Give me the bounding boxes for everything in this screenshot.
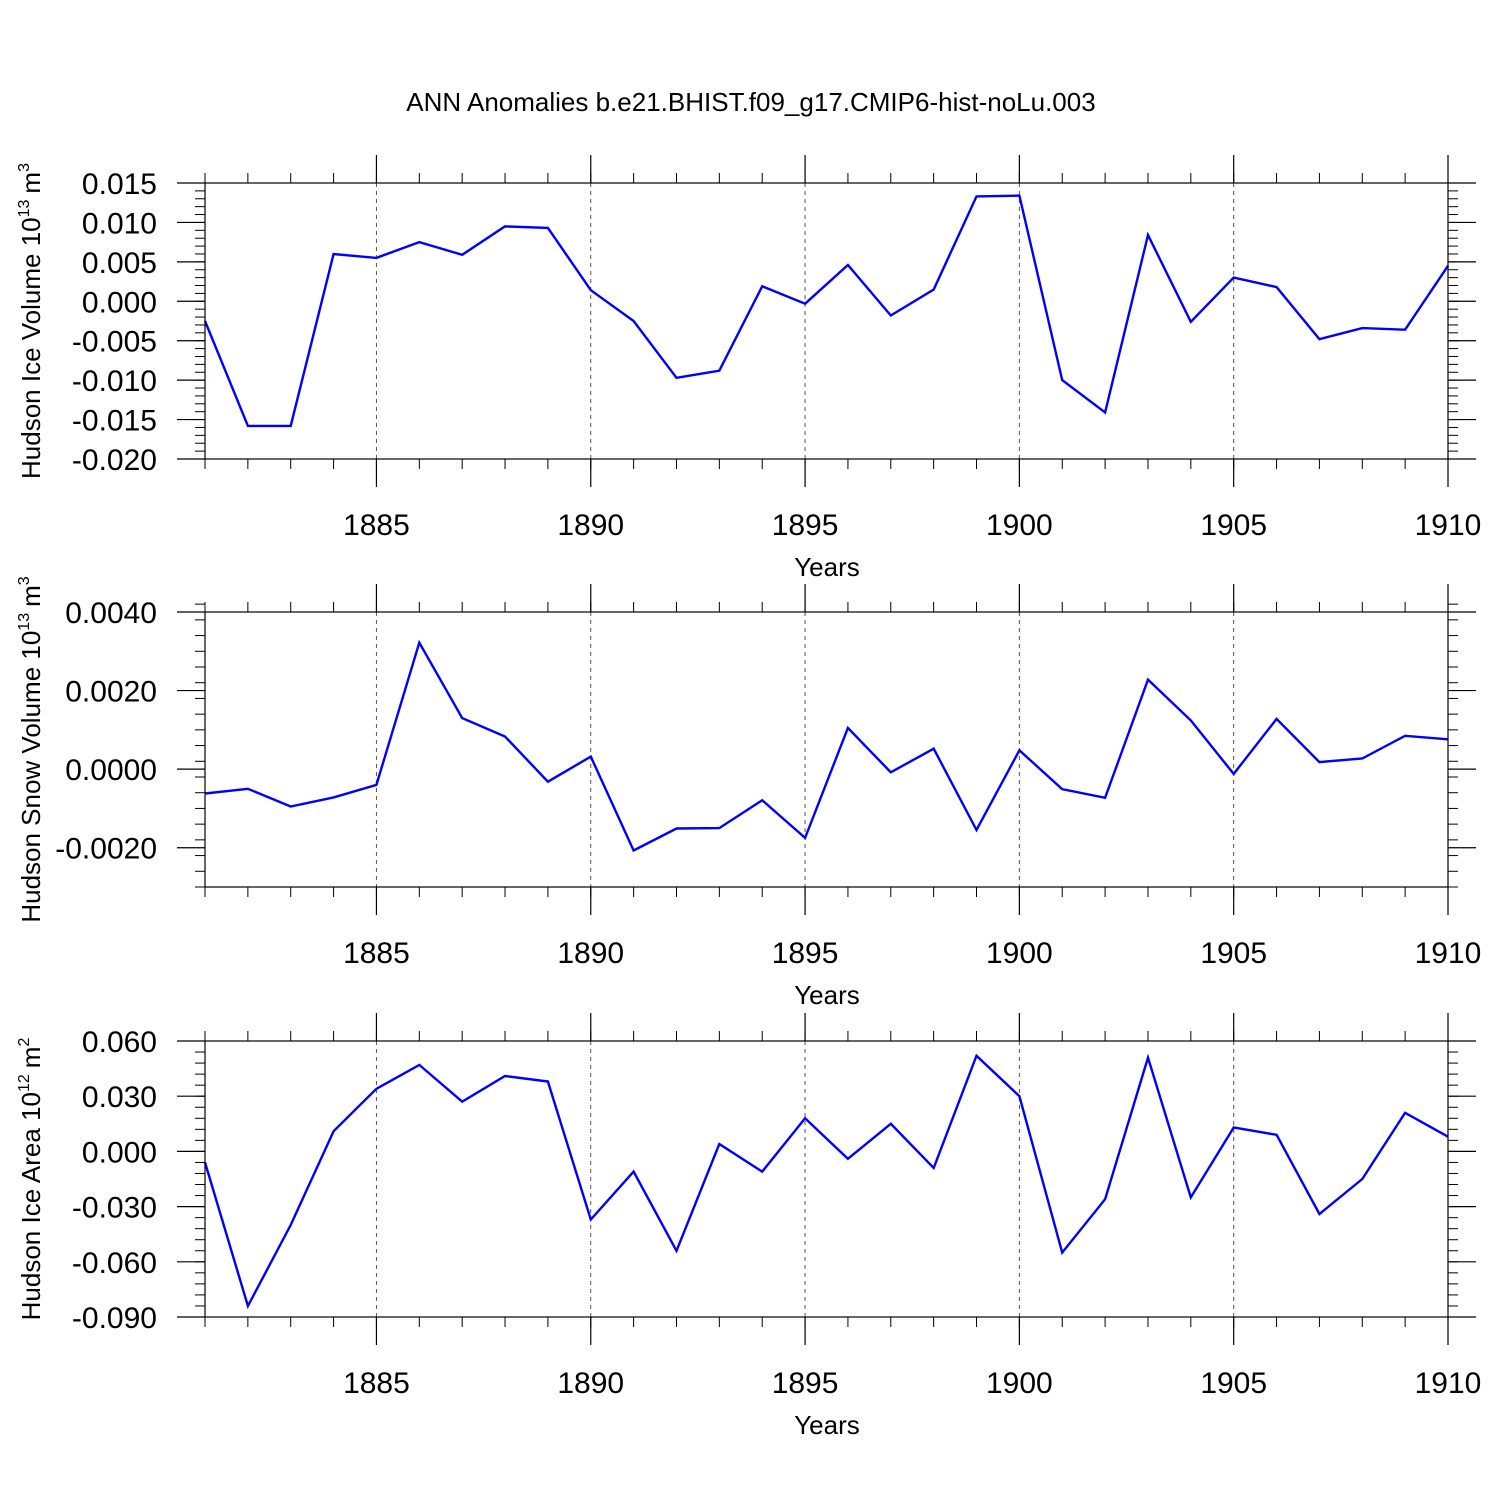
ice-area-y-axis-label-exp: 12 bbox=[16, 1074, 33, 1092]
ice-area-y-tick-label: 0.030 bbox=[82, 1081, 157, 1114]
ice-volume-x-axis-label: Years bbox=[794, 552, 860, 582]
snow-volume-y-axis-label-exp: 13 bbox=[16, 613, 33, 631]
ice-volume-y-tick-label: 0.010 bbox=[82, 207, 157, 240]
ice-area-series-line bbox=[203, 1053, 1449, 1310]
ice-volume-y-axis-label: Hudson Ice Volume 1013 m3 bbox=[16, 163, 46, 479]
snow-volume-x-tick-label: 1885 bbox=[343, 937, 410, 970]
ice-volume-y-tick-label: -0.010 bbox=[72, 365, 157, 398]
ice-area-y-axis-label-unit-exp: 2 bbox=[16, 1038, 33, 1047]
ice-volume-y-axis-label-unit-exp: 3 bbox=[16, 163, 33, 172]
snow-volume-y-tick-label: 0.0020 bbox=[65, 676, 157, 709]
ice-area-y-tick-label: -0.060 bbox=[72, 1247, 157, 1280]
snow-volume-y-axis-label-unit-exp: 3 bbox=[16, 576, 33, 585]
ice-volume-y-axis-label-unit: m bbox=[16, 172, 46, 194]
ice-area-plot-frame bbox=[204, 1040, 1449, 1318]
ice-area-x-tick-label: 1890 bbox=[557, 1367, 624, 1400]
snow-volume-series-line bbox=[204, 639, 1449, 853]
snow-volume-x-axis-label: Years bbox=[794, 980, 860, 1010]
ice-volume-x-tick-label: 1905 bbox=[1200, 509, 1267, 542]
ice-volume-x-tick-label: 1895 bbox=[772, 509, 839, 542]
ice-area-x-tick-label: 1895 bbox=[772, 1367, 839, 1400]
ice-area-x-tick-label: 1885 bbox=[343, 1367, 410, 1400]
ice-volume-x-tick-label: 1890 bbox=[557, 509, 624, 542]
ice-area-x-axis-label: Years bbox=[794, 1410, 860, 1440]
snow-volume-y-tick-label: -0.0020 bbox=[55, 833, 157, 866]
ice-volume-y-tick-label: -0.020 bbox=[72, 444, 157, 477]
ice-area-y-tick-label: 0.000 bbox=[82, 1136, 157, 1169]
snow-volume-y-axis-label-main: Hudson Snow Volume 10 bbox=[16, 631, 46, 923]
ice-volume-y-tick-label: 0.015 bbox=[82, 168, 157, 201]
snow-volume-x-tick-label: 1910 bbox=[1415, 937, 1482, 970]
ice-area-y-axis-label: Hudson Ice Area 1012 m2 bbox=[16, 1038, 46, 1321]
ice-volume-x-tick-label: 1900 bbox=[986, 509, 1053, 542]
ice-volume-series-line bbox=[203, 194, 1449, 428]
ice-area-y-tick-label: 0.060 bbox=[82, 1026, 157, 1059]
ice-volume-plot-frame bbox=[204, 182, 1449, 460]
ice-volume-x-tick-label: 1910 bbox=[1415, 509, 1482, 542]
snow-volume-x-tick-label: 1905 bbox=[1200, 937, 1267, 970]
ice-area-y-axis-label-unit: m bbox=[16, 1047, 46, 1069]
ice-volume-y-axis-label-main: Hudson Ice Volume 10 bbox=[16, 217, 46, 479]
chart-panel-snow-volume: -0.0020 0.0000 0.0020 0.0040 1885 1890 1895 190… bbox=[16, 576, 1481, 1010]
snow-volume-y-tick-label: 0.0040 bbox=[65, 597, 157, 630]
ice-area-x-tick-label: 1910 bbox=[1415, 1367, 1482, 1400]
ice-area-x-tick-label: 1905 bbox=[1200, 1367, 1267, 1400]
chart-panel-ice-volume: -0.020 -0.015 -0.010 -0.005 0.000 0.005 0.010 0… bbox=[16, 155, 1481, 582]
snow-volume-x-tick-label: 1895 bbox=[772, 937, 839, 970]
chart-panel-ice-area: -0.090 -0.060 -0.030 0.000 0.030 0.060 1885 189… bbox=[16, 1013, 1481, 1440]
panels: -0.020 -0.015 -0.010 -0.005 0.000 0.005 0.010 0… bbox=[16, 155, 1481, 1440]
snow-volume-plot-frame bbox=[204, 611, 1449, 888]
snow-volume-y-tick-label: 0.0000 bbox=[65, 754, 157, 787]
ice-area-y-tick-label: -0.030 bbox=[72, 1192, 157, 1225]
ice-volume-y-tick-label: -0.005 bbox=[72, 326, 157, 359]
figure-title: ANN Anomalies b.e21.BHIST.f09_g17.CMIP6-… bbox=[406, 87, 1095, 117]
snow-volume-y-axis-label-unit: m bbox=[16, 585, 46, 607]
ice-volume-y-tick-label: -0.015 bbox=[72, 405, 157, 438]
ice-volume-y-tick-label: 0.005 bbox=[82, 247, 157, 280]
ice-area-y-tick-label: -0.090 bbox=[72, 1302, 157, 1335]
ice-volume-x-tick-label: 1885 bbox=[343, 509, 410, 542]
ice-area-x-tick-label: 1900 bbox=[986, 1367, 1053, 1400]
ice-area-y-axis-label-main: Hudson Ice Area 10 bbox=[16, 1092, 46, 1320]
ice-volume-y-tick-label: 0.000 bbox=[82, 286, 157, 319]
snow-volume-x-tick-label: 1890 bbox=[557, 937, 624, 970]
snow-volume-y-axis-label: Hudson Snow Volume 1013 m3 bbox=[16, 576, 46, 922]
ice-volume-y-axis-label-exp: 13 bbox=[16, 199, 33, 217]
snow-volume-x-tick-label: 1900 bbox=[986, 937, 1053, 970]
